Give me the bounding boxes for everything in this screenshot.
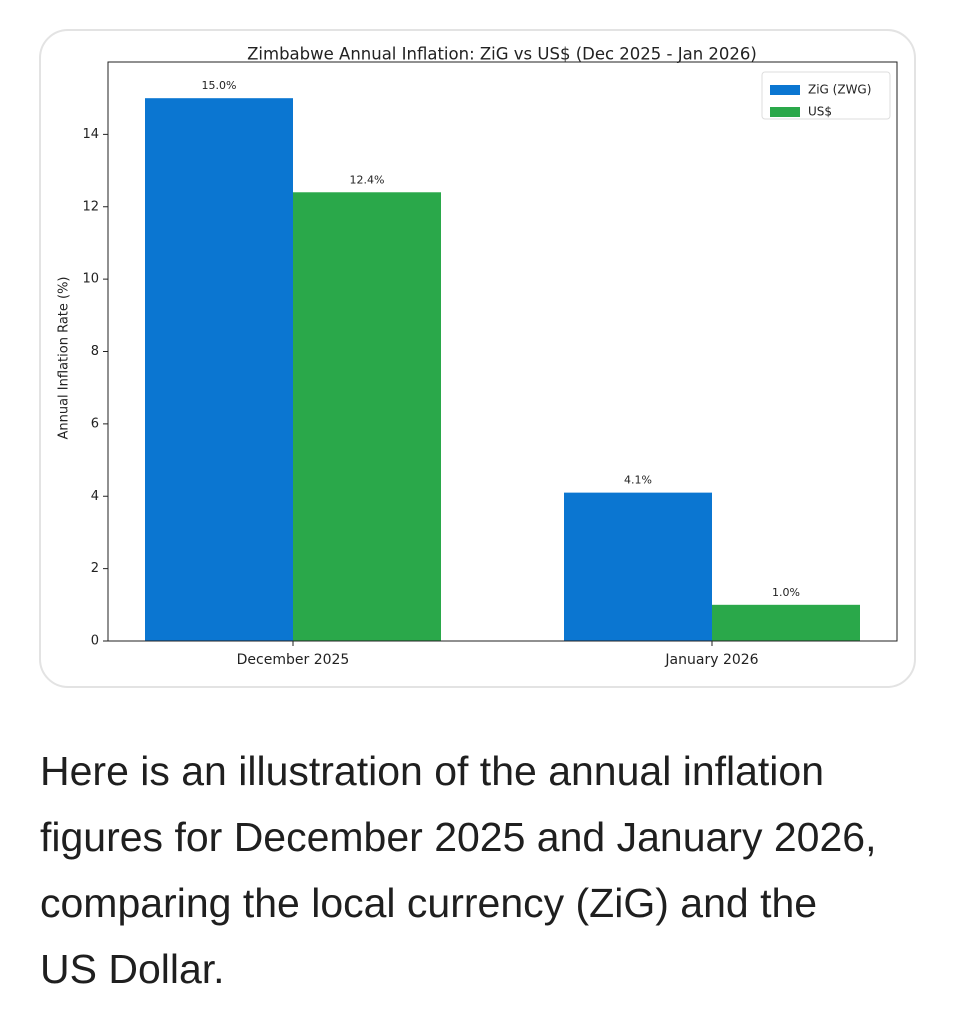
y-axis-label: Annual Inflation Rate (%) (57, 276, 72, 439)
chart-card: Zimbabwe Annual Inflation: ZiG vs US$ (D… (39, 29, 916, 688)
y-tick-label: 2 (91, 561, 99, 576)
x-tick-label: December 2025 (237, 652, 350, 668)
y-tick-label: 10 (82, 272, 99, 287)
bar (293, 192, 441, 641)
plot-frame (107, 61, 898, 642)
y-tick-label: 0 (91, 634, 99, 649)
value-label: 4.1% (624, 474, 652, 487)
legend-label: ZiG (ZWG) (808, 83, 871, 97)
bar (145, 98, 293, 641)
legend-swatch (770, 85, 800, 95)
y-tick-label: 4 (91, 489, 99, 504)
y-tick-label: 14 (82, 127, 99, 142)
legend-swatch (770, 107, 800, 117)
bar (712, 604, 860, 641)
y-tick-label: 8 (91, 344, 99, 359)
y-tick-label: 6 (91, 416, 99, 431)
y-tick-label: 12 (82, 199, 99, 214)
value-label: 15.0% (202, 79, 237, 92)
value-label: 12.4% (350, 173, 385, 186)
bar (564, 492, 712, 641)
legend-label: US$ (808, 105, 832, 119)
value-label: 1.0% (772, 586, 800, 599)
x-tick-label: January 2026 (664, 652, 758, 668)
message-text: Here is an illustration of the annual in… (40, 748, 877, 992)
chart-title: Zimbabwe Annual Inflation: ZiG vs US$ (D… (247, 45, 757, 64)
